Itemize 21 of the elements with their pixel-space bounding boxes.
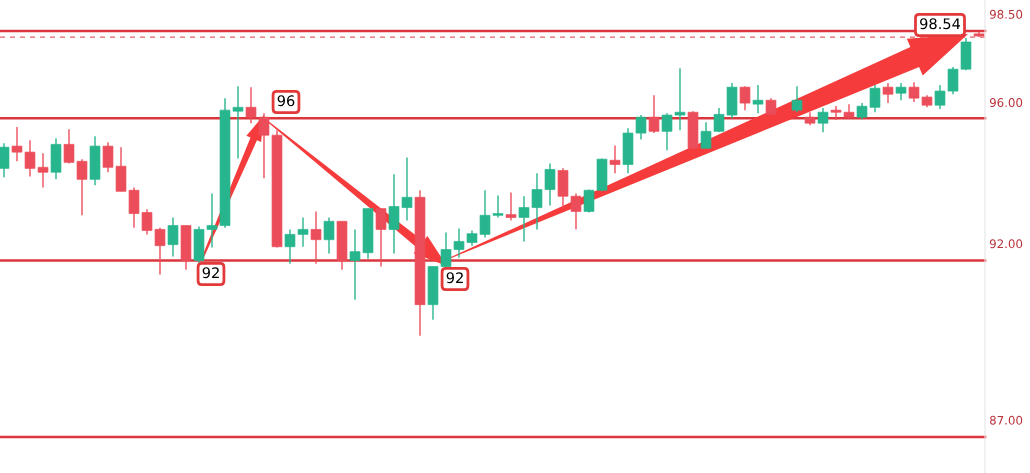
candlestick [791, 85, 803, 113]
candlestick [752, 84, 764, 115]
candlestick [609, 144, 621, 175]
candlestick [739, 85, 751, 111]
y-tick-label: 92.00 [989, 239, 1023, 249]
y-tick-label: 98.50 [989, 9, 1023, 19]
annotation: 92 [446, 272, 463, 284]
candlestick [0, 142, 10, 178]
candlestick [323, 216, 335, 255]
annotation: 96 [277, 95, 295, 107]
candlestick [310, 210, 322, 265]
candlestick [375, 207, 387, 268]
candlestick [882, 82, 894, 104]
y-tick-label: 96.00 [989, 98, 1023, 108]
candlestick [505, 191, 517, 222]
candlestick [648, 94, 660, 134]
annotation: 98.54 [920, 18, 961, 30]
candlestick [167, 216, 179, 258]
candlestick [817, 107, 829, 134]
annotation: 92 [202, 267, 219, 279]
y-tick-label: 87.00 [989, 415, 1023, 425]
